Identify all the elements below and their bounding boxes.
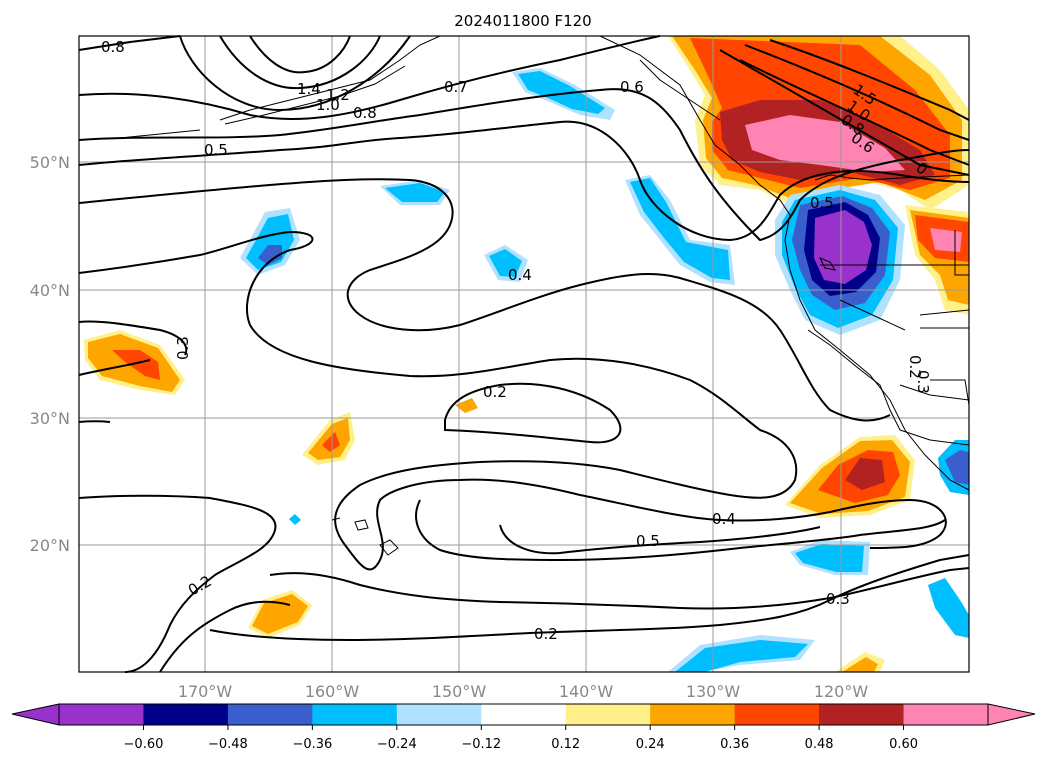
colorbar-bin xyxy=(59,704,144,725)
colorbar-tick-label: 0.12 xyxy=(551,737,580,752)
contour-label: 0.8 xyxy=(101,38,125,56)
anomaly-cold-west-c xyxy=(258,245,282,265)
colorbar-bin xyxy=(903,704,989,725)
contour-label: 0.5 xyxy=(636,532,660,550)
contour-label: 1.0 xyxy=(316,96,340,114)
contour-label: 0.5 xyxy=(204,141,228,159)
contour-label: 0.6 xyxy=(620,78,644,96)
contour-label: 0.2 xyxy=(483,383,507,401)
colorbar-tick-label: 0.36 xyxy=(720,737,749,752)
contour-lines xyxy=(78,35,970,673)
map-frame xyxy=(78,35,970,673)
contour-label: 0.7 xyxy=(444,78,468,96)
contour-label: 0.2 xyxy=(534,625,558,643)
longitude-labels: 170°W 160°W 150°W 140°W 130°W 120°W xyxy=(178,682,869,701)
anomaly-cold-mid-2b xyxy=(489,249,522,277)
colorbar-tick-label: 0.48 xyxy=(805,737,834,752)
colorbar-bin xyxy=(227,704,313,725)
colorbar-bin xyxy=(143,704,229,725)
latitude-labels: 50°N 40°N 30°N 20°N xyxy=(30,153,70,555)
colorbar-bins xyxy=(59,704,989,725)
contour-label: 0.4 xyxy=(508,266,532,284)
anomaly-warm-baja-darkred xyxy=(845,458,885,490)
contour-label: 1.2 xyxy=(326,86,350,104)
contour-label: 1.4 xyxy=(297,80,321,98)
lon-label-130w: 130°W xyxy=(686,682,741,701)
colorbar: −0.60 −0.48 −0.36 −0.24 −0.12 0.12 0.24 0.36 0.4… xyxy=(11,703,1036,752)
contour-label: 0.3 xyxy=(914,370,932,394)
anomaly-cold-offshore-b xyxy=(630,178,730,280)
colorbar-tick-label: 0.24 xyxy=(636,737,665,752)
anomaly-cold-hawaii xyxy=(289,514,301,525)
anomaly-cold-south-1b xyxy=(795,544,864,572)
colorbar-bin xyxy=(734,704,820,725)
map-panel: 0.8 1.4 1.2 1.0 0.8 0.7 0.6 0.5 0.4 0.3 … xyxy=(78,35,970,673)
lat-label-30n: 30°N xyxy=(30,409,70,428)
colorbar-tick-label: 0.60 xyxy=(889,737,918,752)
lon-label-170w: 170°W xyxy=(178,682,233,701)
contour-label: 0.3 xyxy=(826,590,850,608)
filled-anomaly-areas xyxy=(84,36,969,672)
anomaly-warm-rockies-pink xyxy=(930,228,962,252)
lat-label-20n: 20°N xyxy=(30,536,70,555)
anomaly-cold-goa-1b xyxy=(518,71,605,114)
colorbar-bin xyxy=(565,704,651,725)
anomaly-warm-bottom-b xyxy=(842,657,878,672)
map-title: 2024011800 F120 xyxy=(454,12,591,30)
colorbar-bin xyxy=(481,704,567,725)
anomaly-warm-pnw-strip xyxy=(730,40,880,90)
anomaly-warm-mid-small-c xyxy=(322,432,340,452)
lon-label-120w: 120°W xyxy=(814,682,869,701)
anomaly-cold-southeast xyxy=(928,578,969,638)
colorbar-tick-label: −0.36 xyxy=(292,737,332,752)
coastlines xyxy=(119,35,970,556)
colorbar-frame xyxy=(58,703,989,726)
colorbar-under-triangle xyxy=(11,703,60,726)
contour-label-group: 0.8 1.4 1.2 1.0 0.8 0.7 0.6 0.5 0.4 0.3 … xyxy=(101,38,932,643)
lon-label-140w: 140°W xyxy=(559,682,614,701)
anomaly-cold-mid-1b xyxy=(385,183,445,202)
lon-label-150w: 150°W xyxy=(432,682,487,701)
anomaly-warm-west-red xyxy=(112,350,160,380)
colorbar-over-triangle xyxy=(987,703,1036,726)
colorbar-bin xyxy=(650,704,736,725)
lon-label-160w: 160°W xyxy=(305,682,360,701)
colorbar-tick-label: −0.60 xyxy=(124,737,164,752)
colorbar-tick-label: −0.12 xyxy=(461,737,501,752)
anomaly-cold-south-2b xyxy=(675,640,808,672)
anomaly-warm-tiny xyxy=(455,398,478,413)
colorbar-bin xyxy=(396,704,482,725)
contour-label: 0.3 xyxy=(174,336,192,360)
colorbar-bin xyxy=(819,704,905,725)
colorbar-tick-label: −0.24 xyxy=(377,737,417,752)
colorbar-tick-label: −0.48 xyxy=(208,737,248,752)
contour-label: 0.4 xyxy=(712,510,736,528)
contour-label: 0.2 xyxy=(906,355,924,379)
lat-label-50n: 50°N xyxy=(30,153,70,172)
contour-label: 0.8 xyxy=(353,104,377,122)
colorbar-bin xyxy=(312,704,398,725)
lat-label-40n: 40°N xyxy=(30,281,70,300)
colorbar-ticks: −0.60 −0.48 −0.36 −0.24 −0.12 0.12 0.24 0.36 0.4… xyxy=(124,725,918,752)
contour-label: 0.5 xyxy=(810,194,834,212)
anomaly-warm-south-b xyxy=(252,594,308,634)
anomaly-warm-pnw-pink xyxy=(745,115,905,172)
anomaly-cold-mexico-b xyxy=(945,450,969,485)
